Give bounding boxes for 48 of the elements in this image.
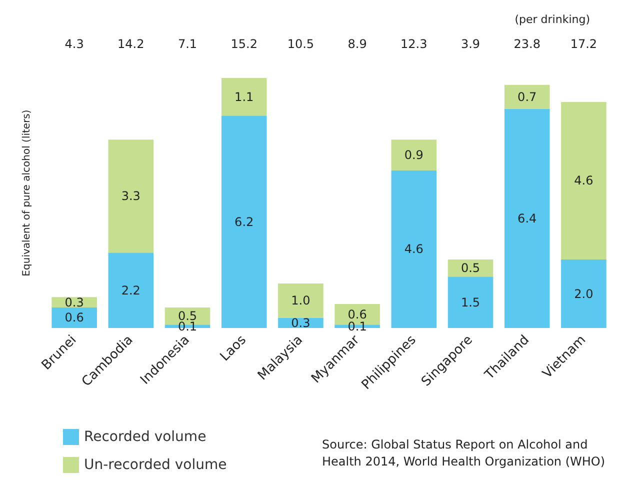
text: 7.1 [178,37,198,51]
text: 10.5 [287,37,314,51]
data-label: 0.3 [64,295,84,310]
bar [391,170,437,328]
bar [108,252,154,328]
bar [52,307,97,328]
source-note: Source: Global Status Report on Alcohol and Health 2014, World Health Organization (WHO) [322,438,606,468]
text: 23.8 [514,37,540,51]
text: 4.3 [64,37,84,51]
bar [448,276,494,328]
legend-label: Un-recorded volume [84,457,227,473]
bar [504,108,550,328]
legend-label: Recorded volume [84,429,206,445]
text: 3.9 [460,37,480,51]
data-label: 0.5 [460,261,480,276]
data-label: 0.7 [518,90,537,104]
text: (per drinking) [514,13,590,26]
data-label: 1.5 [460,295,480,310]
bar [448,260,494,277]
data-label: 2.2 [121,283,140,298]
data-label: 0.3 [291,316,310,330]
data-label: 6.2 [234,214,254,229]
bar [561,260,606,328]
data-label: 4.6 [574,174,594,188]
data-label: 4.6 [404,242,424,256]
text: 14.2 [118,37,144,51]
data-label: 0.9 [404,148,424,162]
data-label: 1.0 [291,294,310,308]
y-axis-title: Equivalent of pure alcohol (liters) [22,110,32,276]
data-label: 1.1 [234,90,254,104]
data-label: 0.6 [64,310,84,325]
data-label: 2.0 [574,286,594,301]
text: 12.3 [400,37,428,51]
data-label: 6.4 [518,211,537,226]
text: 15.2 [230,37,258,51]
data-label: 0.1 [178,319,198,334]
bar [278,283,324,318]
bar [108,140,154,253]
bar [221,116,267,328]
bar [221,78,267,116]
data-label: 0.6 [348,307,367,322]
bar [561,102,606,260]
data-label: 0.1 [348,319,367,334]
text: 17.2 [570,37,598,51]
bar [391,140,437,170]
text: 8.9 [348,37,367,51]
bar [504,84,550,109]
data-label: 3.3 [121,189,140,204]
